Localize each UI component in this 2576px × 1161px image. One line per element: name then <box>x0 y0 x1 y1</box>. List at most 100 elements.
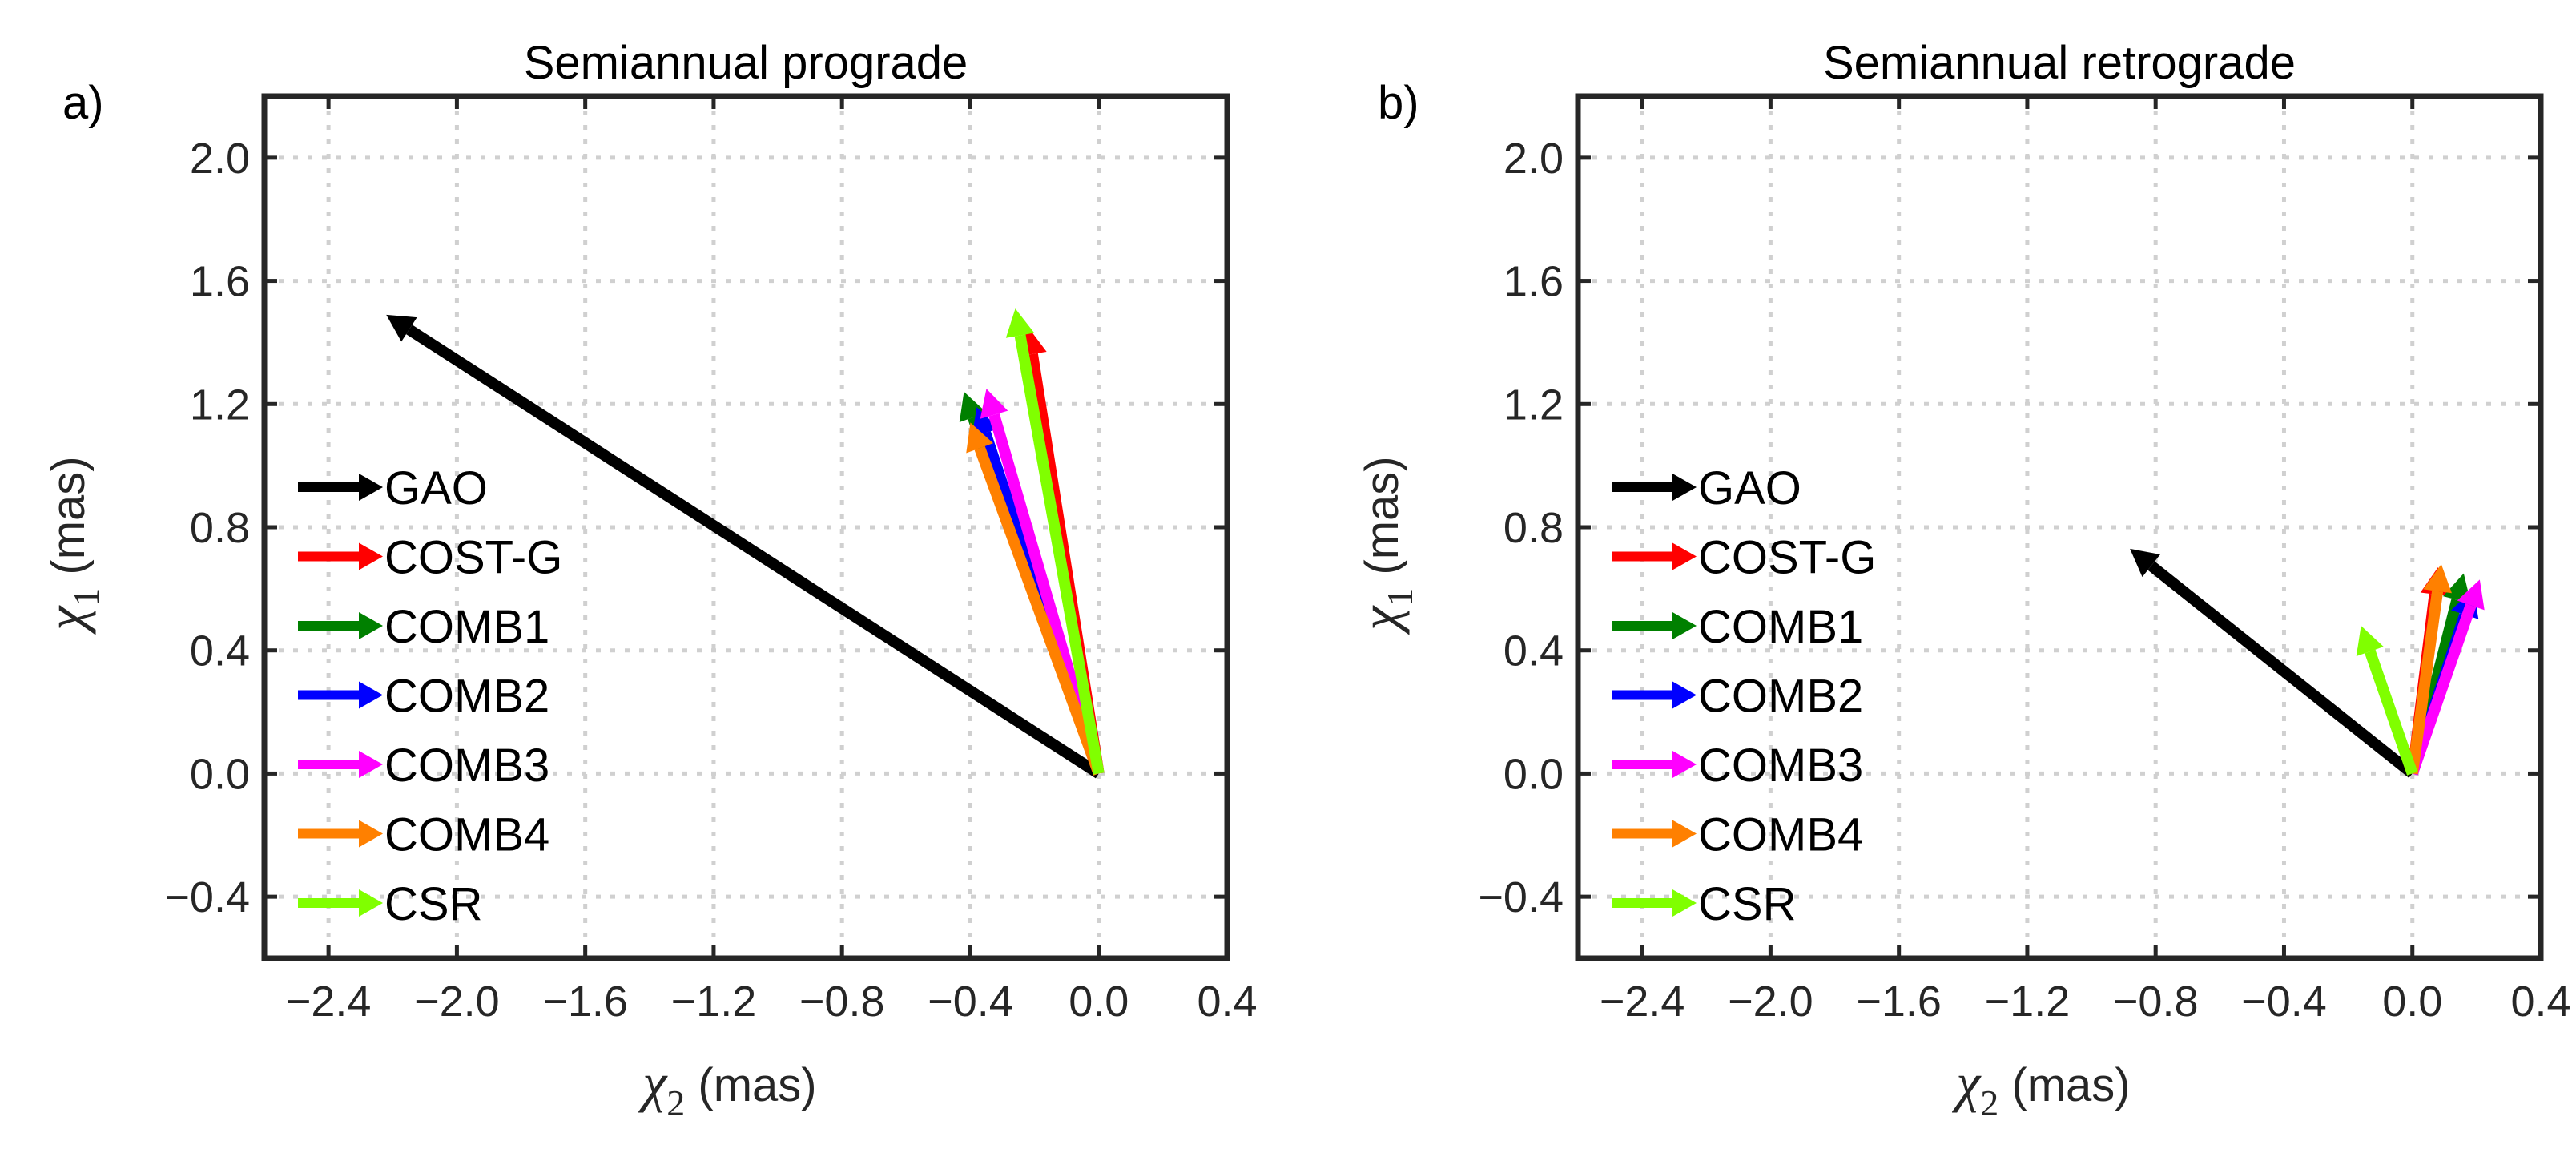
legend-item-gao: GAO <box>298 462 488 514</box>
y-tick-label: 0.8 <box>190 504 250 552</box>
plot-frame <box>261 93 1230 961</box>
legend-arrow-head <box>1672 820 1697 848</box>
legend-label: COMB1 <box>384 601 549 653</box>
legend-item-comb4: COMB4 <box>1612 809 1863 861</box>
x-tick-label: −0.8 <box>2113 978 2199 1026</box>
legend-arrow-head <box>359 751 383 779</box>
x-tick-label: 0.0 <box>2382 978 2442 1026</box>
panel-label: b) <box>1378 77 1419 129</box>
y-axis-label-group: χ1 (mas) <box>1349 456 1420 635</box>
x-axis-unit: (mas) <box>685 1059 816 1111</box>
arrow-shaft <box>2365 649 2418 776</box>
legend-label: GAO <box>1698 462 1801 514</box>
legend-label: COMB1 <box>1698 601 1863 653</box>
chart-title: Semiannual prograde <box>524 37 968 89</box>
legend-arrow-head <box>1672 612 1697 640</box>
legend-item-comb4: COMB4 <box>298 809 549 861</box>
y-tick-label: −0.4 <box>1478 873 1564 921</box>
y-axis-symbol: χ <box>1349 605 1410 635</box>
x-axis-subscript: 2 <box>1980 1082 1998 1123</box>
legend-item-csr: CSR <box>1612 878 1796 930</box>
legend-label: CSR <box>384 878 482 930</box>
legend-item-comb3: COMB3 <box>1612 740 1863 792</box>
arrow-head <box>2130 548 2160 578</box>
x-tick-label: 0.4 <box>1197 978 1257 1026</box>
legend-item-cost-g: COST-G <box>298 532 562 584</box>
y-tick-label: 1.2 <box>1503 381 1564 429</box>
x-tick-label: 0.4 <box>2510 978 2570 1026</box>
legend-label: COMB4 <box>384 809 549 861</box>
legend-arrow-head <box>1672 681 1697 709</box>
y-axis-label: χ1 (mas) <box>35 456 107 635</box>
arrow-csr <box>1005 308 1105 775</box>
y-axis-label: χ1 (mas) <box>1349 456 1420 635</box>
legend-arrow-head <box>359 681 383 709</box>
legend-arrow-head <box>1672 542 1697 570</box>
y-axis-subscript: 1 <box>1379 588 1420 607</box>
arrow-shaft <box>406 325 1102 779</box>
arrow-shaft <box>2147 561 2417 778</box>
plot-frame <box>1575 93 2544 961</box>
arrow-shaft <box>2406 590 2444 775</box>
arrow-comb4 <box>2406 564 2452 775</box>
y-tick-label: 0.0 <box>190 750 250 798</box>
legend-label: COMB4 <box>1698 809 1863 861</box>
legend-label: COST-G <box>384 532 562 584</box>
arrow-gao <box>386 314 1102 779</box>
arrow-shaft <box>974 445 1105 776</box>
y-axis-symbol: χ <box>35 605 96 635</box>
arrow-comb3 <box>2407 579 2485 776</box>
y-tick-label: 1.6 <box>1503 258 1564 306</box>
legend-item-comb3: COMB3 <box>298 740 549 792</box>
x-axis-label: χ2 (mas) <box>638 1052 816 1123</box>
x-tick-label: −0.4 <box>2241 978 2327 1026</box>
y-axis-unit: (mas) <box>1356 456 1408 587</box>
legend-label: COMB2 <box>384 671 549 723</box>
legend-arrow-head <box>359 612 383 640</box>
arrow-head <box>1005 308 1035 338</box>
y-tick-label: 1.2 <box>190 381 250 429</box>
y-tick-label: 0.8 <box>1503 504 1564 552</box>
y-tick-label: 1.6 <box>190 258 250 306</box>
legend-arrow-head <box>1672 889 1697 917</box>
chart-panel-a: −2.4 −2.0 −1.6 −1.2 −0.8 −0.4 0.0 0.4 −0.4 0.0 0.4… <box>35 37 1258 1123</box>
legend-label: COMB3 <box>1698 740 1863 792</box>
x-tick-label: −1.6 <box>542 978 628 1026</box>
arrow-csr <box>2356 625 2418 776</box>
x-axis-label: χ2 (mas) <box>1951 1052 2130 1123</box>
legend-item-csr: CSR <box>298 878 482 930</box>
legend-label: COST-G <box>1698 532 1876 584</box>
legend: GAO COST-G COMB1 COMB2 COMB3 COMB4 CSR <box>298 462 562 930</box>
legend-item-gao: GAO <box>1612 462 1801 514</box>
x-tick-label: −1.6 <box>1856 978 1942 1026</box>
arrow-shaft <box>2407 603 2477 776</box>
x-tick-label: −0.4 <box>928 978 1013 1026</box>
x-axis-subscript: 2 <box>666 1082 685 1123</box>
x-axis-unit: (mas) <box>1998 1059 2130 1111</box>
legend-label: COMB2 <box>1698 671 1863 723</box>
legend: GAO COST-G COMB1 COMB2 COMB3 COMB4 CSR <box>1612 462 1876 930</box>
x-tick-label: −0.8 <box>799 978 885 1026</box>
x-axis-symbol: χ <box>638 1052 668 1113</box>
arrow-head <box>386 314 417 342</box>
arrow-head <box>2356 625 2384 656</box>
legend-arrow-head <box>359 542 383 570</box>
x-tick-label: −2.4 <box>286 978 372 1026</box>
legend-arrow-head <box>1672 751 1697 779</box>
chart-panel-b: −2.4 −2.0 −1.6 −1.2 −0.8 −0.4 0.0 0.4 −0.4 0.0 0.4… <box>1349 37 2571 1123</box>
arrow-head <box>980 389 1008 419</box>
arrow-comb4 <box>966 422 1105 776</box>
legend-label: COMB3 <box>384 740 549 792</box>
chart-title: Semiannual retrograde <box>1823 37 2296 89</box>
x-axis-symbol: χ <box>1951 1052 1982 1113</box>
y-tick-label: −0.4 <box>164 873 250 921</box>
y-tick-label: 0.4 <box>190 627 250 675</box>
legend-arrow-head <box>359 820 383 848</box>
x-tick-label: −2.0 <box>414 978 500 1026</box>
legend-label: CSR <box>1698 878 1796 930</box>
arrow-head <box>2457 579 2485 611</box>
y-tick-label: 0.0 <box>1503 750 1564 798</box>
y-tick-label: 2.0 <box>1503 135 1564 183</box>
legend-arrow-head <box>1672 474 1697 502</box>
